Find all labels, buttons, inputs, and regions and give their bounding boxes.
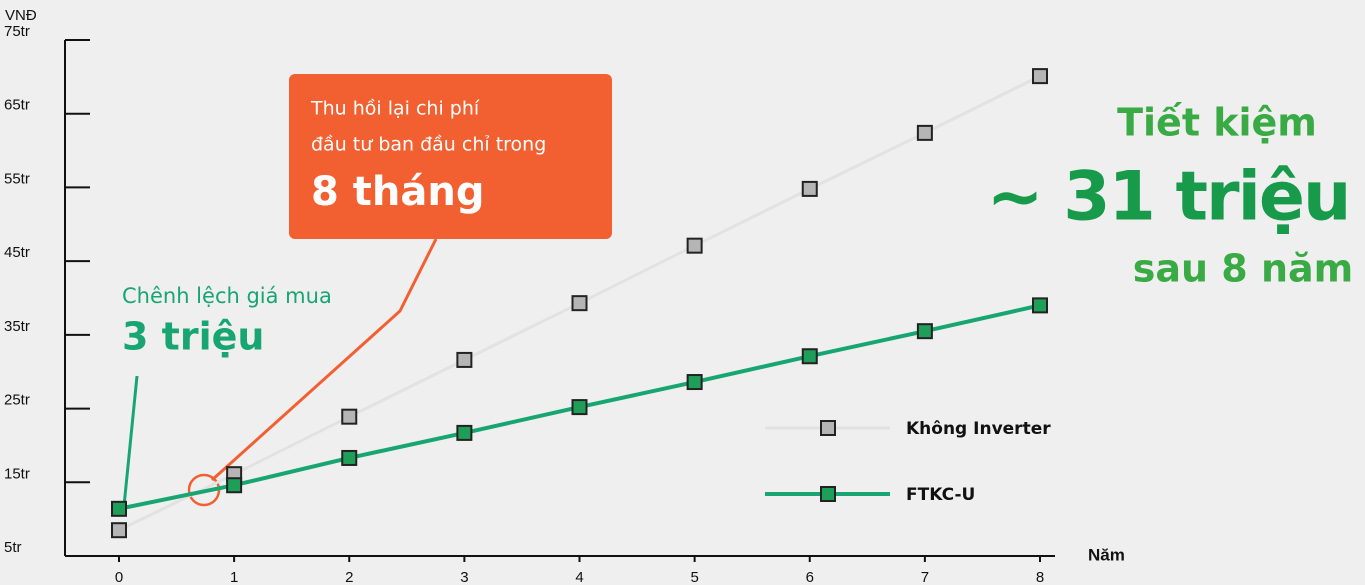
data-point: [686, 237, 703, 254]
callout-line: đầu tư ban đầu chỉ trong: [311, 134, 546, 156]
x-tick-label: 4: [575, 569, 583, 585]
data-point: [1032, 68, 1048, 85]
data-point: [111, 522, 127, 539]
legend-label: FTKC-U: [906, 485, 975, 505]
y-tick-label: 45tr: [4, 244, 30, 261]
data-point: [456, 351, 473, 368]
x-tick-label: 6: [806, 569, 814, 585]
y-axis-label: VNĐ: [5, 7, 37, 24]
difference-text: Chênh lệch giá mua: [122, 284, 332, 308]
y-tick-label: 5tr: [4, 539, 22, 556]
savings-top: Tiết kiệm: [1117, 101, 1317, 145]
x-tick-label: 2: [345, 569, 353, 585]
x-tick-label: 5: [690, 569, 698, 585]
y-tick-label: 25tr: [4, 392, 30, 409]
difference-highlight: 3 triệu: [122, 315, 264, 359]
data-point: [571, 295, 588, 312]
callout-highlight: 8 tháng: [311, 169, 484, 215]
y-tick-label: 75tr: [4, 23, 30, 40]
y-tick-label: 65tr: [4, 97, 30, 114]
data-point: [1032, 297, 1048, 314]
x-axis-label: Năm: [1088, 545, 1125, 564]
data-point: [341, 408, 358, 425]
y-tick-label: 35tr: [4, 318, 30, 335]
savings-highlight: ~ 31 triệu: [987, 158, 1350, 237]
callout-line: Thu hồi lại chi phí: [310, 98, 480, 120]
x-tick-label: 8: [1036, 569, 1044, 585]
legend-marker: [820, 486, 836, 502]
data-point: [341, 449, 358, 466]
savings-bottom: sau 8 năm: [1133, 247, 1354, 291]
x-tick-label: 7: [921, 569, 929, 585]
y-tick-label: 55tr: [4, 170, 30, 187]
x-tick-label: 3: [460, 569, 468, 585]
callout-box: [289, 74, 612, 239]
legend-marker: [820, 420, 836, 436]
y-tick-label: 15tr: [4, 465, 30, 482]
x-tick-label: 1: [230, 569, 238, 585]
data-point: [801, 348, 818, 365]
data-point: [801, 180, 818, 197]
callout-pointer: [210, 238, 438, 482]
legend-label: Không Inverter: [906, 419, 1051, 439]
data-point: [226, 477, 243, 494]
data-point: [686, 374, 703, 391]
x-tick-label: 0: [115, 569, 123, 585]
data-point: [916, 323, 933, 340]
data-point: [916, 124, 933, 141]
data-point: [456, 424, 473, 441]
data-point: [571, 399, 588, 416]
data-point: [111, 500, 127, 517]
difference-pointer: [122, 375, 139, 507]
